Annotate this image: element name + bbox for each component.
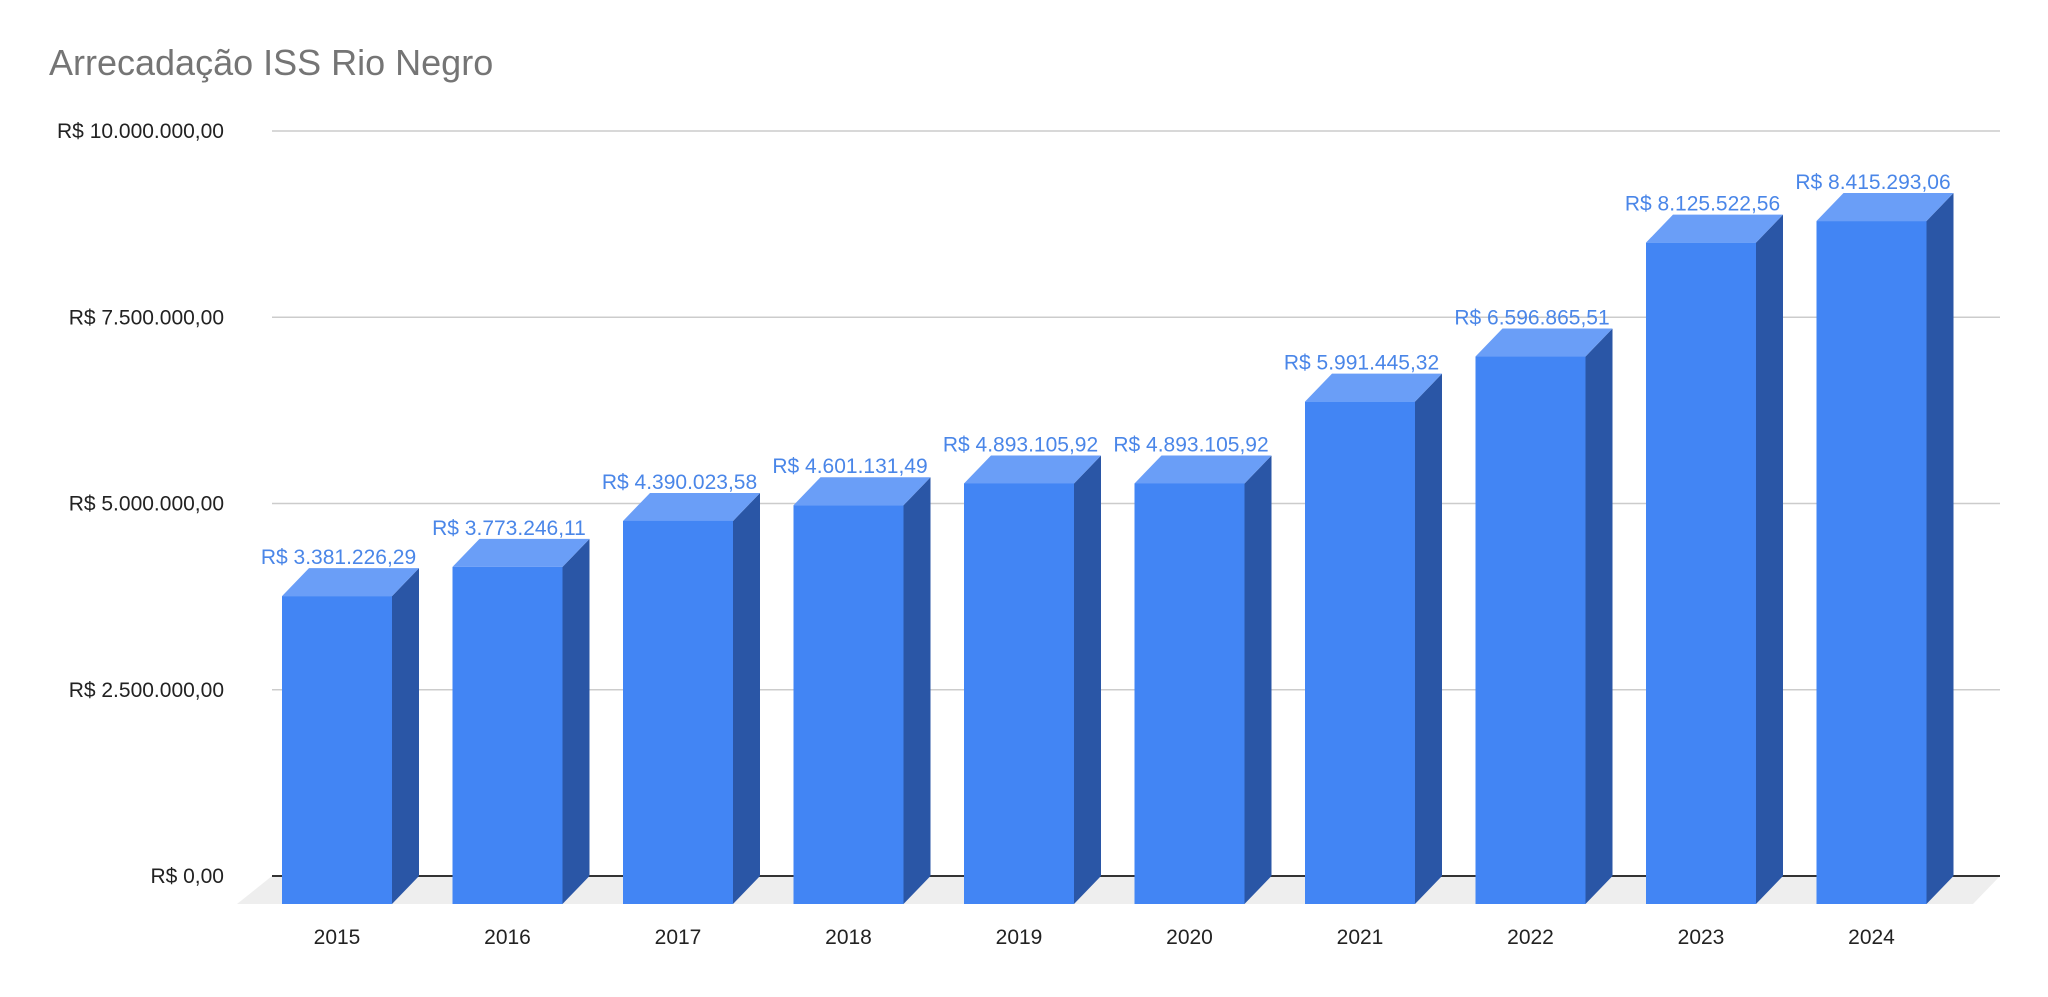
bar-top <box>964 455 1101 484</box>
bar-front <box>964 483 1074 904</box>
bar-top <box>623 492 760 521</box>
y-tick-label: R$ 5.000.000,00 <box>69 493 224 516</box>
bar <box>282 568 419 904</box>
bar-front <box>452 566 563 904</box>
bar-front <box>1305 401 1415 904</box>
bar-side <box>733 492 760 904</box>
data-label: R$ 3.381.226,29 <box>261 546 416 569</box>
y-tick-label: R$ 2.500.000,00 <box>69 679 224 702</box>
bar <box>1134 455 1272 904</box>
bar <box>1816 193 1954 904</box>
bar <box>623 492 760 904</box>
bar-side <box>1756 214 1783 905</box>
bar-front <box>282 596 392 904</box>
bar-front <box>1816 221 1927 904</box>
bar-side <box>1926 193 1954 904</box>
x-tick-label: 2022 <box>1507 926 1554 949</box>
data-label: R$ 3.773.246,11 <box>432 517 586 540</box>
bar-top <box>793 477 931 506</box>
bar-side <box>1074 455 1101 904</box>
bar-side <box>1244 455 1272 904</box>
bar <box>964 455 1101 904</box>
bar-side <box>1585 328 1613 904</box>
bar-side <box>1415 373 1442 904</box>
x-tick-label: 2020 <box>1166 926 1213 949</box>
x-tick-label: 2023 <box>1678 926 1725 949</box>
bar <box>1646 214 1783 905</box>
bar-front <box>1134 483 1245 904</box>
y-tick-label: R$ 10.000.000,00 <box>57 120 224 143</box>
bar-side <box>392 568 419 904</box>
data-label: R$ 5.991.445,32 <box>1284 352 1439 375</box>
bar-top <box>282 568 419 597</box>
y-tick-label: R$ 7.500.000,00 <box>69 306 224 329</box>
data-label: R$ 4.601.131,49 <box>772 455 927 478</box>
x-tick-label: 2021 <box>1337 926 1384 949</box>
bar-front <box>1475 356 1586 904</box>
bar-top <box>1646 214 1783 243</box>
bar-top <box>452 538 590 567</box>
bar-front <box>793 505 904 904</box>
data-label: R$ 4.893.105,92 <box>943 433 1098 456</box>
y-tick-label: R$ 0,00 <box>150 865 224 888</box>
data-label: R$ 6.596.865,51 <box>1454 307 1609 330</box>
data-label: R$ 4.390.023,58 <box>602 471 757 494</box>
x-tick-label: 2015 <box>314 926 361 949</box>
chart-title: Arrecadação ISS Rio Negro <box>49 42 494 83</box>
x-tick-label: 2017 <box>655 926 702 949</box>
bar <box>793 477 931 904</box>
data-label: R$ 8.415.293,06 <box>1795 171 1950 194</box>
bar-front <box>623 520 733 904</box>
data-label: R$ 4.893.105,92 <box>1113 433 1268 456</box>
bar-top <box>1816 193 1954 222</box>
bar <box>1475 328 1613 904</box>
bar <box>1305 373 1442 904</box>
data-label: R$ 8.125.522,56 <box>1625 193 1780 216</box>
x-tick-label: 2018 <box>825 926 872 949</box>
bar-top <box>1475 328 1613 357</box>
bar <box>452 538 590 904</box>
x-tick-label: 2016 <box>484 926 531 949</box>
bar-top <box>1305 373 1442 402</box>
bar-side <box>903 477 931 904</box>
x-tick-label: 2019 <box>996 926 1043 949</box>
x-tick-label: 2024 <box>1848 926 1895 949</box>
bar-side <box>562 538 590 904</box>
bar-front <box>1646 242 1756 905</box>
bar-top <box>1134 455 1272 484</box>
